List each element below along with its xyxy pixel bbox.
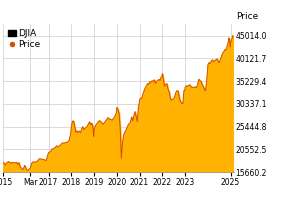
Text: Price: Price xyxy=(236,12,259,21)
Legend: DJIA, Price: DJIA, Price xyxy=(8,29,41,50)
